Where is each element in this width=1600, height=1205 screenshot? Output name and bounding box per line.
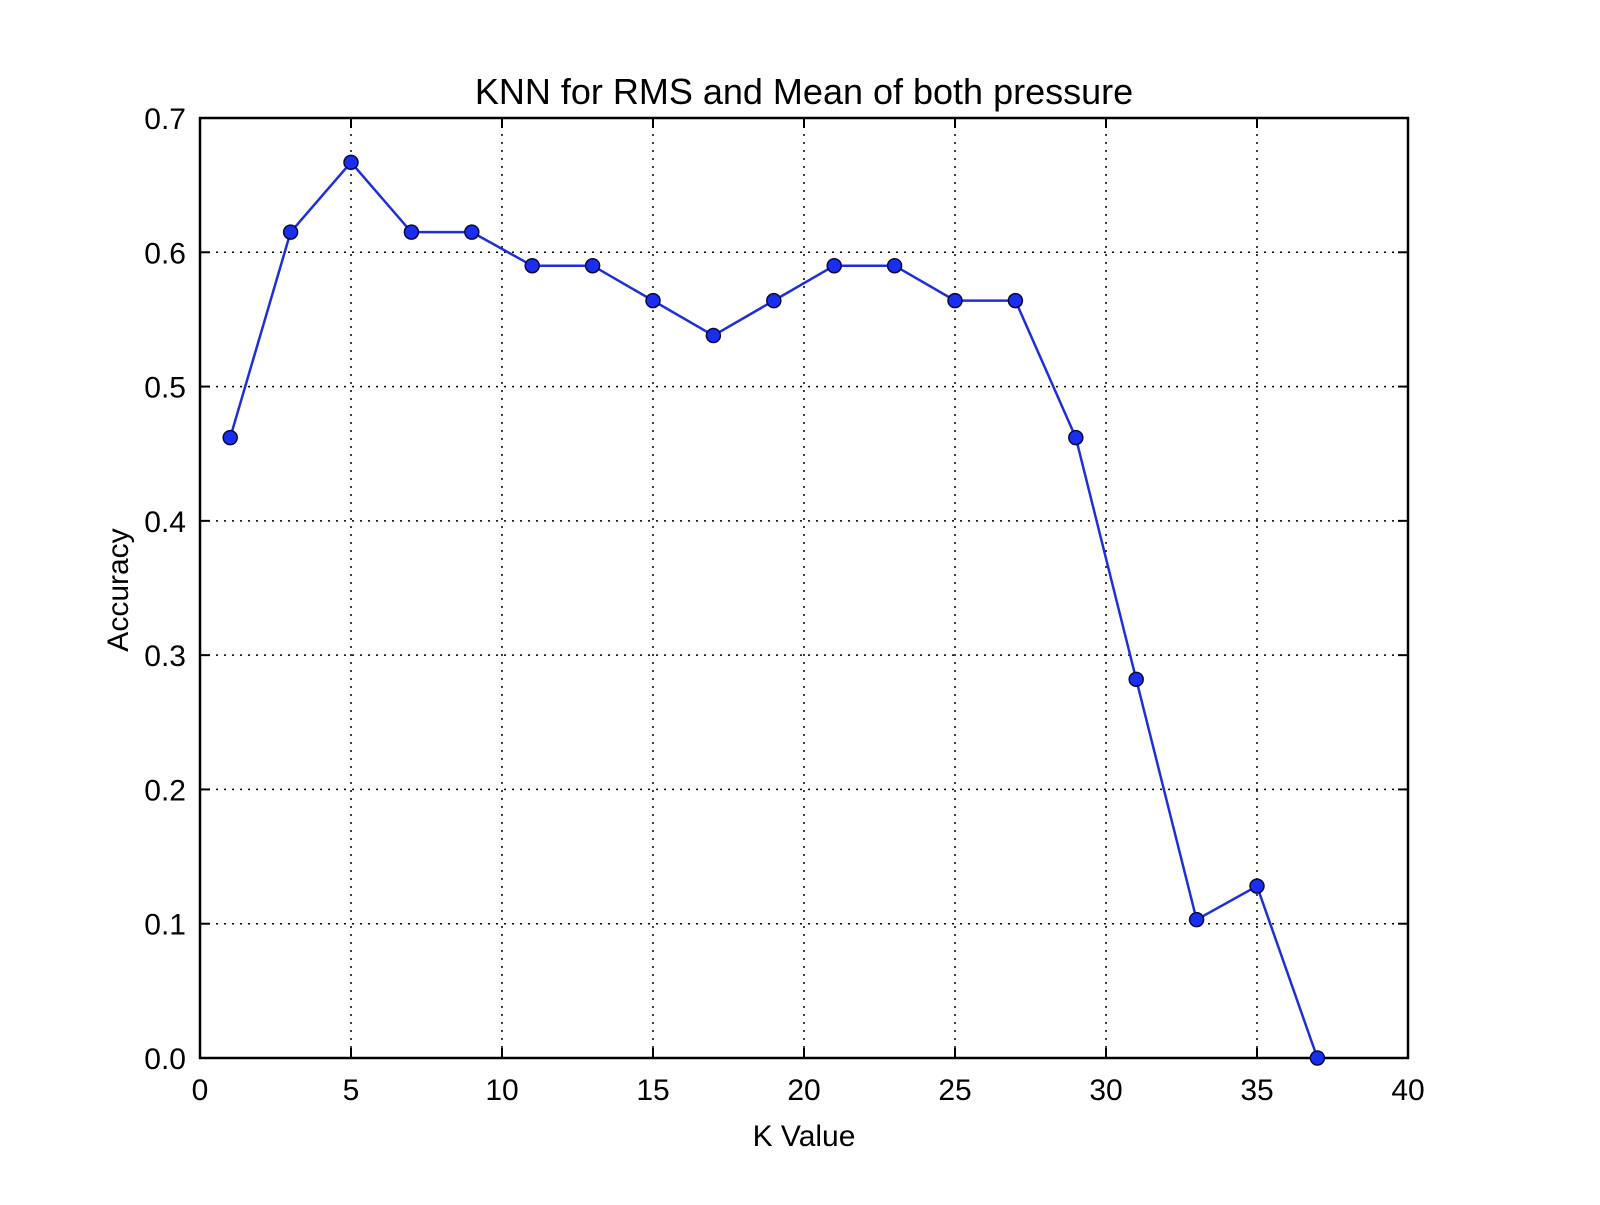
- data-point: [584, 257, 601, 274]
- y-axis-label: Accuracy: [102, 528, 135, 651]
- y-tick-label: 0.7: [144, 103, 186, 136]
- x-tick-label: 25: [938, 1074, 971, 1107]
- y-tick-label: 0.5: [144, 372, 186, 405]
- data-point: [705, 327, 722, 344]
- y-tick-label: 0.2: [144, 774, 186, 807]
- data-point: [1309, 1050, 1326, 1066]
- x-tick-label: 40: [1391, 1074, 1424, 1107]
- data-point: [524, 257, 540, 274]
- y-tick-label: 0.4: [144, 506, 186, 539]
- data-point: [826, 257, 842, 274]
- data-point: [464, 224, 480, 240]
- x-tick-label: 35: [1240, 1074, 1273, 1107]
- x-tick-label: 20: [787, 1074, 820, 1107]
- y-tick-label: 0.3: [144, 640, 186, 673]
- data-point: [947, 292, 963, 309]
- data-point: [1249, 878, 1265, 894]
- y-tick-label: 0.0: [144, 1043, 186, 1076]
- data-point: [645, 292, 661, 309]
- data-point: [343, 154, 359, 171]
- x-tick-label: 0: [192, 1074, 209, 1107]
- x-tick-label: 30: [1089, 1074, 1122, 1107]
- y-tick-label: 0.6: [144, 237, 186, 270]
- data-point: [222, 429, 238, 446]
- plot-frame: [198, 116, 1410, 1060]
- y-tick-label: 0.1: [144, 909, 186, 942]
- grid: [200, 118, 1408, 1058]
- chart-title: KNN for RMS and Mean of both pressure: [475, 71, 1133, 112]
- data-point: [1188, 911, 1205, 928]
- data-point: [886, 257, 903, 274]
- data-point: [766, 292, 782, 309]
- x-tick-label: 15: [636, 1074, 669, 1107]
- data-point: [1007, 292, 1024, 309]
- series: [222, 154, 1326, 1066]
- x-axis-label: K Value: [753, 1120, 856, 1153]
- data-point: [282, 224, 299, 240]
- data-point: [1068, 429, 1084, 446]
- data-point: [1128, 671, 1144, 688]
- data-point: [403, 224, 420, 240]
- x-tick-label: 5: [343, 1074, 360, 1107]
- x-tick-label: 10: [485, 1074, 518, 1107]
- axis-ticks: 0 5 10 15 20 25 30 35 40 0.0 0.1 0.2 0.3 0.4 0.5 0.6 0.7: [144, 103, 1424, 1107]
